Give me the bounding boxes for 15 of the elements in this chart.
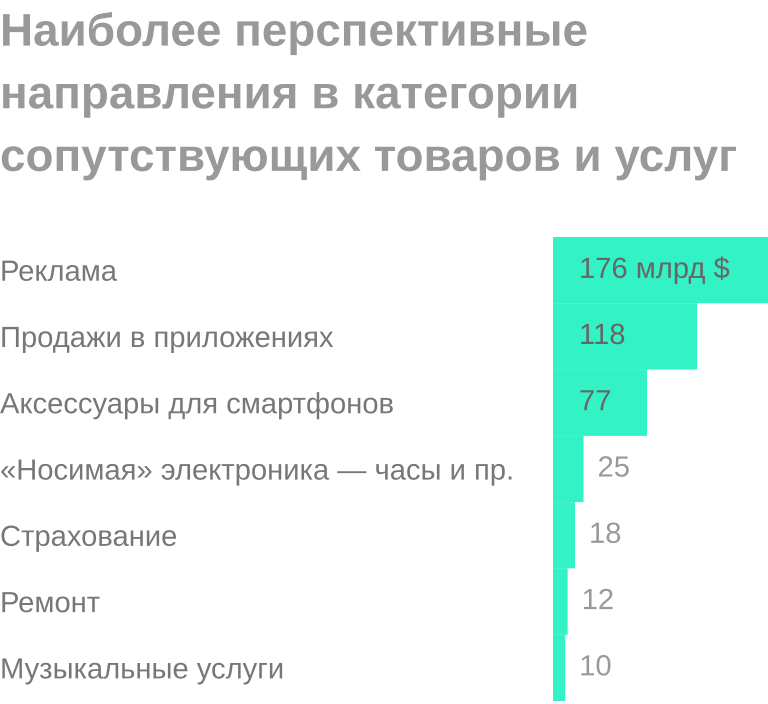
y-tick-label: Страхование	[1, 525, 176, 552]
y-tick-label: Продажи в приложениях	[2, 326, 334, 354]
y-tick-label: Аксессуары для смартфонов	[0, 392, 393, 420]
data-label: 118	[581, 324, 624, 344]
data-label: 12	[584, 588, 613, 610]
data-label: 25	[599, 456, 629, 477]
data-label: 18	[591, 522, 620, 544]
data-label: 176 млрд $	[581, 256, 730, 284]
y-tick-label: Ремонт	[2, 592, 100, 612]
y-tick-label: «Носимая» электроника — часы и пр.	[1, 460, 512, 486]
data-label: 77	[580, 390, 610, 410]
y-tick-label: Музыкальные услуги	[2, 658, 282, 684]
chart-title: Наиболее перспективные направления в категории сопутствующих товаров и услуг	[2, 12, 736, 180]
data-label: 10	[581, 655, 611, 676]
y-tick-label: Реклама	[2, 260, 117, 281]
